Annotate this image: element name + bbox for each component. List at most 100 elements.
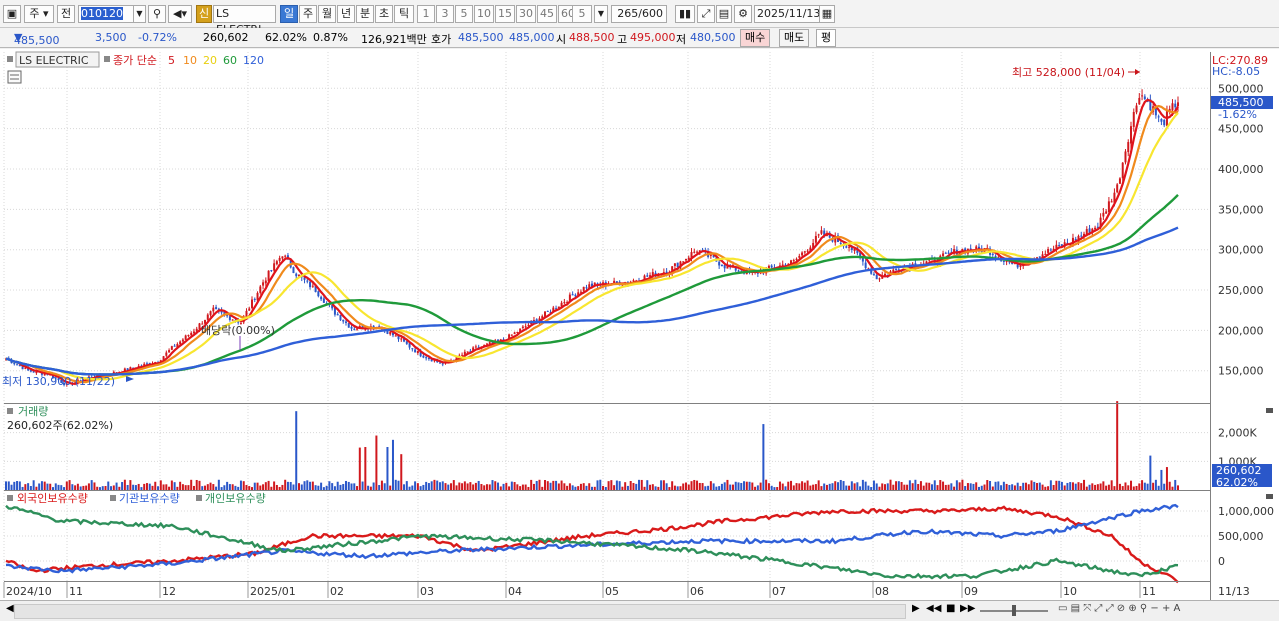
rewind-icon[interactable]: ◀◀ xyxy=(926,603,942,614)
candle-body xyxy=(1141,95,1144,97)
candle-type-icon[interactable]: ▮▮ xyxy=(675,5,695,23)
stock-name-field[interactable]: LS ELECTRI xyxy=(213,5,276,36)
volume-bar xyxy=(126,484,129,490)
panel-menu-icon[interactable] xyxy=(1266,494,1273,499)
volume-bar xyxy=(837,482,840,490)
code-input[interactable]: 010120 xyxy=(78,5,146,23)
scroll-track[interactable] xyxy=(14,604,906,619)
unit-dropdown-icon[interactable]: ▼ xyxy=(594,5,608,23)
candle-body xyxy=(126,368,129,371)
unit-value[interactable]: 5 xyxy=(572,5,592,23)
scroll-left-icon[interactable]: ◀ xyxy=(6,603,14,614)
candle-body xyxy=(281,256,284,259)
tab-week[interactable]: 주 xyxy=(299,5,317,23)
volume-bar xyxy=(690,481,693,490)
candle-body xyxy=(809,247,812,252)
zoom-slider-thumb[interactable] xyxy=(1012,605,1016,616)
candle-body xyxy=(162,356,165,361)
candle-body xyxy=(682,261,685,263)
volume-bar xyxy=(593,486,596,490)
interval-45[interactable]: 45 xyxy=(537,5,557,23)
volume-bar xyxy=(400,454,403,490)
volume-bar xyxy=(618,481,621,490)
volume-bar xyxy=(251,487,254,490)
play-icon[interactable]: ▶▶ xyxy=(960,603,976,614)
buy-button[interactable]: 매수 xyxy=(740,29,771,47)
legend-ma120: 120 xyxy=(243,54,264,67)
volume-bar xyxy=(767,483,770,490)
volume-bar xyxy=(903,484,906,490)
count-field[interactable]: 265/600 xyxy=(611,5,667,23)
interval-30[interactable]: 30 xyxy=(516,5,536,23)
ma10-line xyxy=(5,104,1179,384)
legend-name-box[interactable] xyxy=(15,51,100,68)
new-badge[interactable]: 신 xyxy=(196,5,212,23)
candle-body xyxy=(1130,126,1133,144)
save-icon[interactable]: ▤ xyxy=(716,5,732,23)
chart-tools-icons[interactable]: ▭ ▤ ⤧ ⤢ ⤢ ⊘ ⊕ ⚲ − + A xyxy=(1058,603,1181,614)
candle-body xyxy=(560,302,563,307)
scroll-right-icon[interactable]: ▶ xyxy=(912,603,920,614)
scroll-bar[interactable]: ◀ ▶ ◀◀ ■ ▶▶ ▭ ▤ ⤧ ⤢ ⤢ ⊘ ⊕ ⚲ − + A xyxy=(0,600,1279,621)
menu-icon[interactable]: ▣ xyxy=(3,5,21,23)
eval-button[interactable]: 평 xyxy=(816,29,837,47)
candle-body xyxy=(1058,245,1061,247)
volume-bar xyxy=(668,487,671,490)
gear-icon[interactable]: ⚙ xyxy=(734,5,752,23)
volume-bar xyxy=(977,486,980,490)
volume-bar xyxy=(671,481,674,490)
volume-bar xyxy=(825,484,828,490)
volume-bar xyxy=(541,486,544,490)
date-field[interactable]: 2025/11/13 xyxy=(754,5,820,23)
calendar-icon[interactable]: ▦ xyxy=(819,5,835,23)
volume-bar xyxy=(220,487,223,490)
volume-bar xyxy=(803,482,806,490)
volume-bar xyxy=(607,481,610,490)
panel-menu-icon[interactable] xyxy=(1266,408,1273,413)
legend-stock-name: LS ELECTRIC xyxy=(19,54,89,67)
volume-bar xyxy=(411,485,414,490)
sound-icon[interactable]: ◀▾ xyxy=(168,5,192,23)
period-select[interactable]: 주 ▾ xyxy=(24,5,54,23)
volume-bar xyxy=(538,479,541,490)
tab-year[interactable]: 년 xyxy=(337,5,355,23)
stock-chart[interactable]: 500,000 450,000 400,000 350,000 300,000 250,0… xyxy=(0,49,1279,600)
volume-bar xyxy=(1152,482,1155,490)
volume-bar xyxy=(748,481,751,490)
interval-1[interactable]: 1 xyxy=(417,5,435,23)
volume-bar xyxy=(1069,482,1072,490)
interval-5[interactable]: 5 xyxy=(455,5,473,23)
volume-bar xyxy=(1127,485,1130,490)
volume-bar xyxy=(585,485,588,490)
sell-button[interactable]: 매도 xyxy=(779,29,810,47)
price-change: 3,500 xyxy=(95,31,127,44)
candle-body xyxy=(215,307,218,310)
candle-body xyxy=(549,312,552,314)
volume-bar xyxy=(591,486,593,490)
dividend-marker-label: 배당락(0.00%) xyxy=(201,324,275,337)
interval-3[interactable]: 3 xyxy=(436,5,454,23)
volume-bar xyxy=(1000,485,1003,490)
prev-button[interactable]: 전 xyxy=(57,5,75,23)
candle-body xyxy=(306,280,309,282)
interval-10[interactable]: 10 xyxy=(474,5,494,23)
volume-bar xyxy=(1143,482,1146,490)
code-dropdown-icon[interactable]: ▼ xyxy=(133,5,146,23)
tab-minute[interactable]: 분 xyxy=(356,5,374,23)
candle-body xyxy=(331,304,334,309)
tab-second[interactable]: 초 xyxy=(375,5,393,23)
candle-body xyxy=(228,316,231,320)
volume-bar xyxy=(320,482,323,490)
tab-month[interactable]: 월 xyxy=(318,5,336,23)
tab-day[interactable]: 일 xyxy=(280,5,298,23)
candle-body xyxy=(181,339,184,342)
tab-tick[interactable]: 틱 xyxy=(394,5,414,23)
chart-area[interactable]: 500,000 450,000 400,000 350,000 300,000 250,0… xyxy=(0,49,1279,600)
chart-settings-icon[interactable] xyxy=(7,70,22,84)
tools-icon[interactable]: ⤢ xyxy=(697,5,715,23)
stop-icon[interactable]: ■ xyxy=(946,603,956,614)
candle-body xyxy=(615,281,618,283)
volume-bar xyxy=(908,480,911,490)
interval-15[interactable]: 15 xyxy=(495,5,515,23)
search-icon[interactable]: ⚲ xyxy=(148,5,166,23)
